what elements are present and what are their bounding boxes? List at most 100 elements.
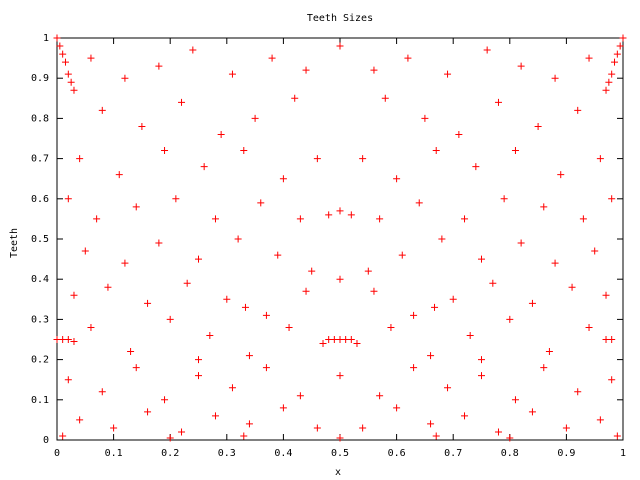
- point: [376, 215, 384, 223]
- point: [121, 74, 129, 82]
- point: [183, 279, 191, 287]
- x-axis-label: x: [335, 467, 341, 478]
- point: [336, 42, 344, 50]
- point: [155, 239, 163, 247]
- point: [444, 70, 452, 78]
- point: [551, 74, 559, 82]
- point: [319, 340, 327, 348]
- point: [611, 58, 619, 66]
- point: [438, 235, 446, 243]
- point: [562, 424, 570, 432]
- y-tick-label: 0.6: [31, 194, 49, 205]
- point: [228, 70, 236, 78]
- point: [616, 42, 624, 50]
- point: [461, 215, 469, 223]
- x-tick-label: 0.6: [388, 448, 406, 459]
- point: [296, 392, 304, 400]
- point: [427, 420, 435, 428]
- point: [53, 34, 61, 42]
- point: [302, 287, 310, 295]
- point: [393, 404, 401, 412]
- point: [166, 315, 174, 323]
- point: [528, 408, 536, 416]
- point: [540, 364, 548, 372]
- point: [596, 416, 604, 424]
- point: [81, 247, 89, 255]
- point: [241, 303, 249, 311]
- point: [240, 147, 248, 155]
- point: [285, 323, 293, 331]
- point: [432, 147, 440, 155]
- point: [500, 195, 508, 203]
- point: [76, 416, 84, 424]
- point: [302, 66, 310, 74]
- point: [115, 171, 123, 179]
- point: [602, 86, 610, 94]
- point: [353, 340, 361, 348]
- point: [70, 86, 78, 94]
- y-tick-label: 0.8: [31, 113, 49, 124]
- point: [613, 50, 621, 58]
- point: [64, 336, 72, 343]
- point: [64, 70, 72, 78]
- point: [585, 323, 593, 331]
- point: [178, 98, 186, 106]
- point: [427, 352, 435, 360]
- point: [364, 267, 372, 275]
- point: [291, 94, 299, 102]
- point: [166, 434, 174, 442]
- point: [70, 291, 78, 299]
- point: [528, 299, 536, 307]
- point: [144, 408, 152, 416]
- point: [517, 62, 525, 70]
- point: [279, 175, 287, 183]
- point: [359, 155, 367, 163]
- x-tick-label: 0.8: [501, 448, 519, 459]
- point: [511, 147, 519, 155]
- point: [279, 404, 287, 412]
- point: [110, 424, 118, 432]
- point: [206, 331, 214, 339]
- point: [579, 215, 587, 223]
- x-tick-label: 0.7: [444, 448, 462, 459]
- point: [557, 171, 565, 179]
- point: [98, 388, 106, 396]
- point: [223, 295, 231, 303]
- point: [574, 388, 582, 396]
- point: [313, 155, 321, 163]
- point: [64, 195, 72, 203]
- point: [189, 46, 197, 54]
- point: [534, 122, 542, 130]
- point: [178, 428, 186, 436]
- point: [70, 338, 78, 346]
- point: [494, 98, 502, 106]
- x-tick-label: 0.5: [331, 448, 349, 459]
- point: [76, 155, 84, 163]
- point: [410, 311, 418, 319]
- point: [121, 259, 129, 267]
- point: [370, 66, 378, 74]
- point: [404, 54, 412, 62]
- point: [381, 94, 389, 102]
- point: [370, 287, 378, 295]
- point: [234, 235, 242, 243]
- point: [336, 434, 344, 442]
- point: [87, 54, 95, 62]
- x-tick-label: 0: [54, 448, 60, 459]
- point: [195, 255, 202, 263]
- point: [387, 323, 395, 331]
- point: [127, 348, 135, 356]
- y-axis-label: Teeth: [9, 228, 20, 258]
- point: [608, 195, 616, 203]
- point: [132, 203, 140, 211]
- point: [274, 251, 282, 259]
- point: [64, 376, 72, 384]
- point: [359, 424, 367, 432]
- x-tick-label: 0.1: [105, 448, 123, 459]
- point: [608, 70, 616, 78]
- point: [240, 432, 248, 440]
- point: [61, 58, 69, 66]
- y-tick-label: 0.5: [31, 234, 49, 245]
- point: [56, 42, 64, 50]
